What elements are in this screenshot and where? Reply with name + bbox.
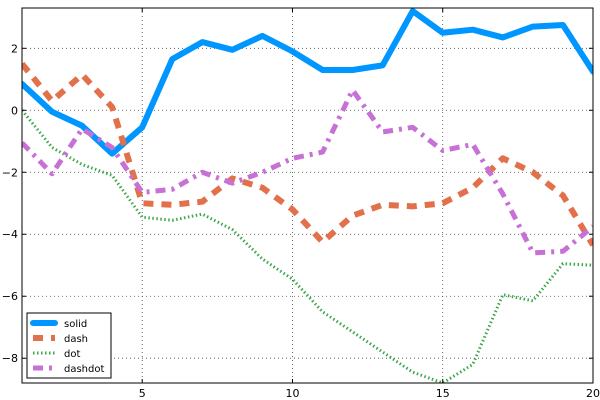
y-tick-label: 2 — [11, 42, 18, 55]
legend-label-dashdot: dashdot — [64, 364, 104, 375]
y-tick-label: −8 — [2, 352, 18, 365]
series-line-solid — [22, 8, 593, 157]
series-line-dash — [22, 61, 593, 247]
y-tick-label: −2 — [2, 166, 18, 179]
series-line-dot — [22, 109, 593, 383]
x-tick-label: 5 — [139, 387, 146, 400]
legend-label-dot: dot — [64, 349, 80, 360]
plot-frame — [21, 7, 594, 384]
x-tick-label: 20 — [586, 387, 600, 400]
y-tick-label: −4 — [2, 228, 18, 241]
x-tick-label: 10 — [285, 387, 299, 400]
legend-label-solid: solid — [64, 319, 87, 330]
y-tick-label: 0 — [11, 104, 18, 117]
x-tick-label: 15 — [436, 387, 450, 400]
legend-label-dash: dash — [64, 334, 88, 345]
series-line-dashdot — [22, 87, 593, 256]
series-lines — [22, 8, 593, 383]
y-tick-label: −6 — [2, 290, 18, 303]
